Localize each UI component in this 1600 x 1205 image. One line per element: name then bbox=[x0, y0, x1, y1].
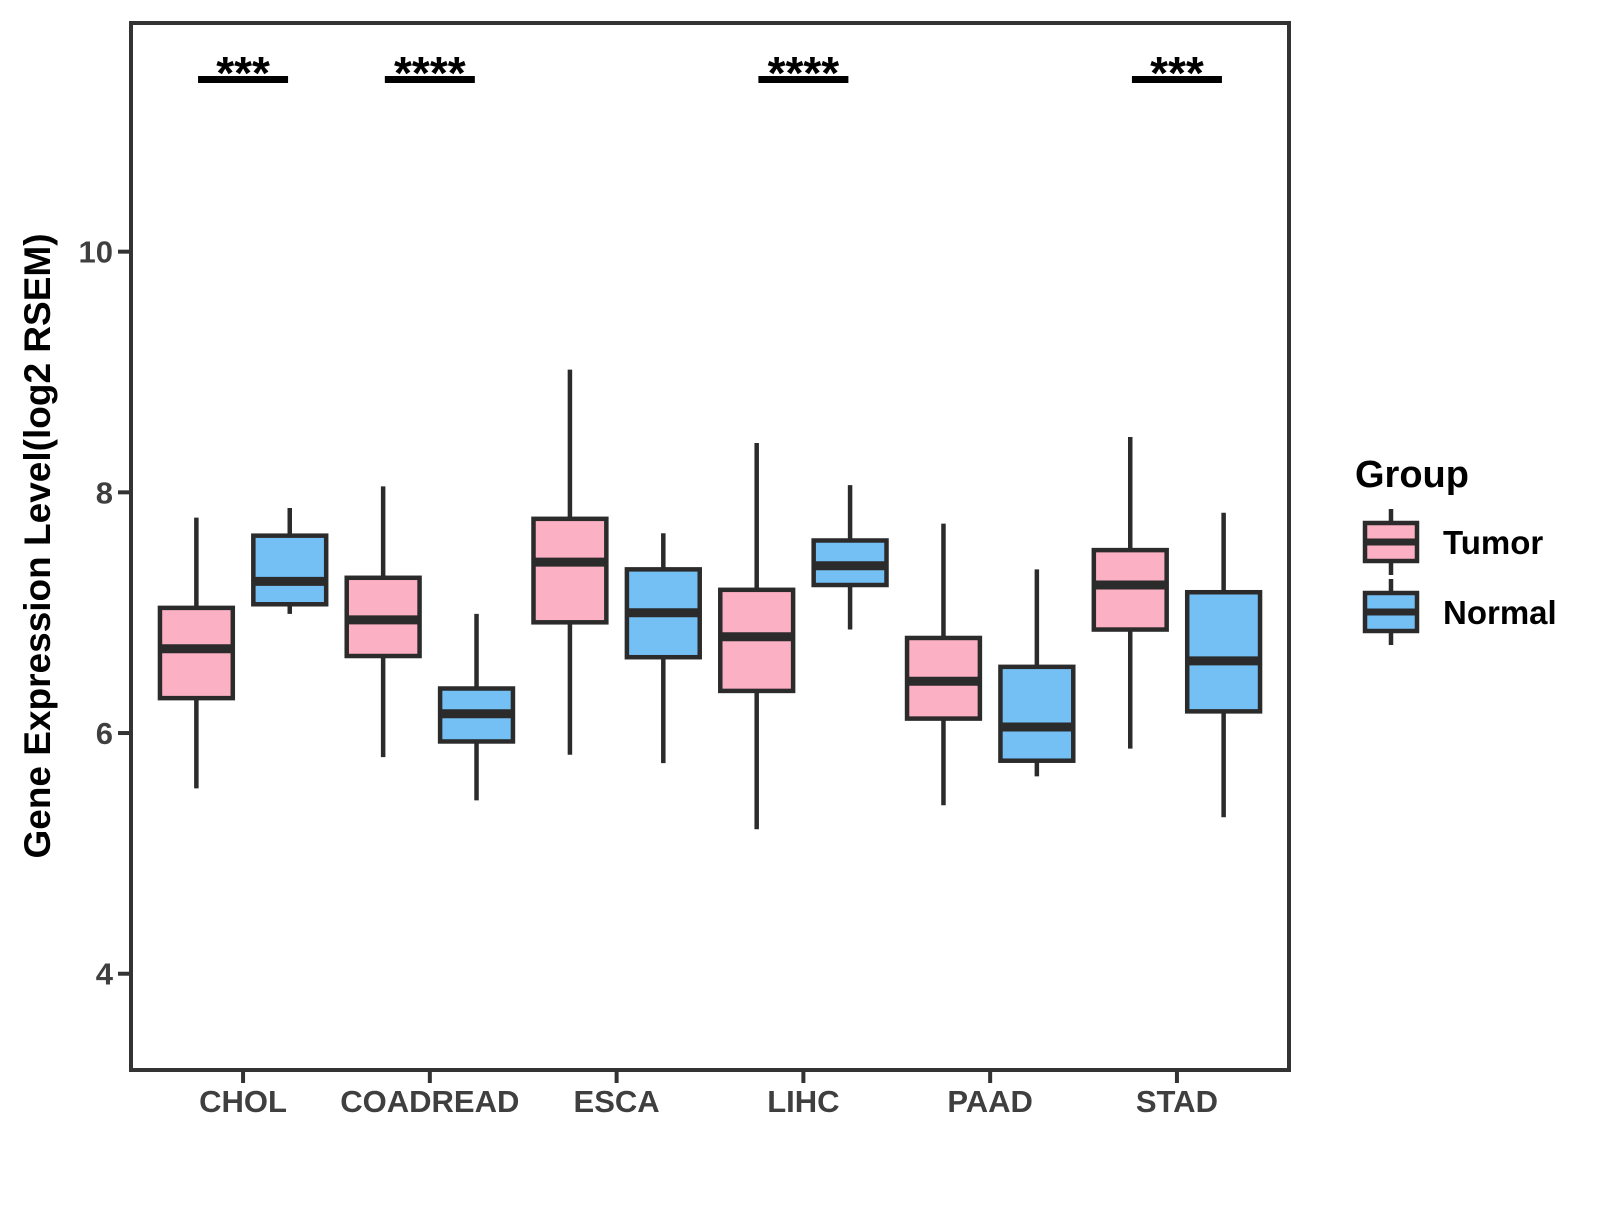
legend-entry-label: Normal bbox=[1443, 594, 1557, 631]
iqr-box bbox=[1091, 547, 1169, 632]
box-normal-STAD bbox=[1184, 512, 1263, 818]
y-axis-tick-label: 8 bbox=[96, 475, 113, 510]
x-axis-category-label: LIHC bbox=[767, 1084, 839, 1119]
iqr-box bbox=[531, 516, 609, 625]
legend: Group Tumor Normal bbox=[1355, 454, 1557, 645]
significance-stars: **** bbox=[394, 47, 466, 99]
box-tumor-COADREAD bbox=[344, 486, 422, 758]
box-normal-LIHC bbox=[811, 485, 889, 630]
y-axis-tick-label: 10 bbox=[79, 235, 113, 270]
significance-bar bbox=[198, 76, 289, 83]
significance-stars: *** bbox=[216, 47, 270, 99]
iqr-box bbox=[1184, 589, 1263, 714]
box-tumor-PAAD bbox=[904, 523, 983, 806]
y-axis-tick-label: 4 bbox=[96, 957, 114, 992]
box-normal-COADREAD bbox=[437, 613, 516, 801]
significance-bar bbox=[758, 76, 849, 83]
box-normal-CHOL bbox=[251, 507, 329, 614]
box-tumor-LIHC bbox=[718, 443, 796, 830]
legend-key-normal: Normal bbox=[1362, 579, 1557, 645]
box-tumor-CHOL bbox=[157, 517, 236, 789]
significance-stars: **** bbox=[768, 47, 840, 99]
x-axis-category-label: PAAD bbox=[947, 1084, 1033, 1119]
x-axis-category-label: CHOL bbox=[199, 1084, 287, 1119]
box-tumor-ESCA bbox=[531, 369, 609, 755]
legend-title: Group bbox=[1355, 454, 1469, 496]
x-axis-category-label: COADREAD bbox=[340, 1084, 519, 1119]
y-axis-title: Gene Expression Level(log2 RSEM) bbox=[17, 233, 58, 858]
legend-entry-label: Tumor bbox=[1443, 524, 1543, 561]
plot-panel-border bbox=[129, 21, 1291, 1072]
box-normal-ESCA bbox=[624, 533, 702, 764]
significance-bar bbox=[1131, 76, 1222, 83]
box-tumor-STAD bbox=[1091, 436, 1169, 749]
significance-stars: *** bbox=[1150, 47, 1204, 99]
y-axis-tick-label: 6 bbox=[96, 716, 113, 751]
significance-bar bbox=[384, 76, 475, 83]
legend-key-tumor: Tumor bbox=[1362, 509, 1543, 575]
x-axis-category-label: STAD bbox=[1136, 1084, 1218, 1119]
iqr-box bbox=[998, 664, 1076, 763]
box-normal-PAAD bbox=[998, 569, 1076, 777]
iqr-box bbox=[251, 533, 329, 607]
x-axis-category-label: ESCA bbox=[574, 1084, 660, 1119]
